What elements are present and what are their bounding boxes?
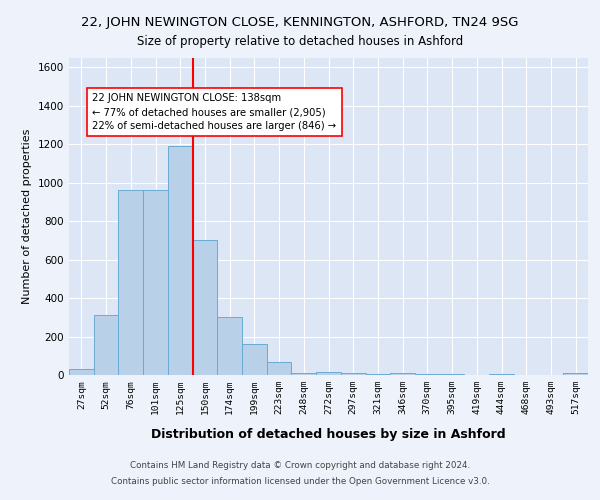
Bar — [267, 362, 292, 375]
Bar — [563, 373, 588, 375]
Bar — [118, 190, 143, 375]
Bar — [365, 374, 390, 375]
Bar — [292, 373, 316, 375]
X-axis label: Distribution of detached houses by size in Ashford: Distribution of detached houses by size … — [151, 428, 506, 441]
Bar — [440, 374, 464, 375]
Bar — [143, 190, 168, 375]
Text: Contains public sector information licensed under the Open Government Licence v3: Contains public sector information licen… — [110, 476, 490, 486]
Y-axis label: Number of detached properties: Number of detached properties — [22, 128, 32, 304]
Bar — [168, 146, 193, 375]
Text: 22 JOHN NEWINGTON CLOSE: 138sqm
← 77% of detached houses are smaller (2,905)
22%: 22 JOHN NEWINGTON CLOSE: 138sqm ← 77% of… — [92, 93, 337, 131]
Bar — [69, 369, 94, 375]
Bar — [415, 374, 440, 375]
Bar — [390, 373, 415, 375]
Bar — [193, 240, 217, 375]
Text: Size of property relative to detached houses in Ashford: Size of property relative to detached ho… — [137, 34, 463, 48]
Text: 22, JOHN NEWINGTON CLOSE, KENNINGTON, ASHFORD, TN24 9SG: 22, JOHN NEWINGTON CLOSE, KENNINGTON, AS… — [81, 16, 519, 29]
Bar — [94, 316, 118, 375]
Bar — [341, 373, 365, 375]
Bar — [217, 318, 242, 375]
Text: Contains HM Land Registry data © Crown copyright and database right 2024.: Contains HM Land Registry data © Crown c… — [130, 462, 470, 470]
Bar — [489, 374, 514, 375]
Bar — [242, 344, 267, 375]
Bar — [316, 372, 341, 375]
